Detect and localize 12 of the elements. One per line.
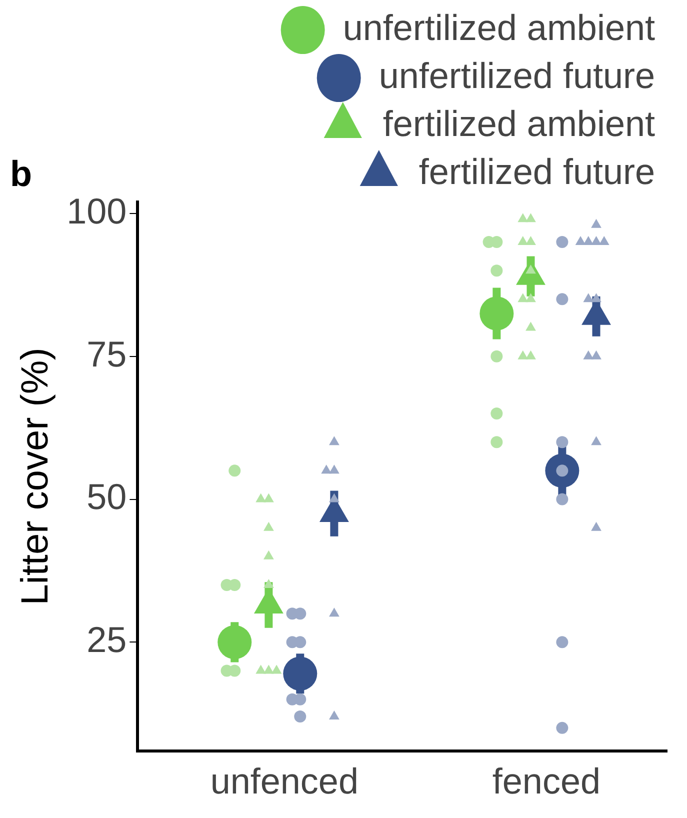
legend-label: unfertilized ambient xyxy=(342,6,655,48)
legend-label: fertilized ambient xyxy=(382,102,656,144)
legend-label: fertilized future xyxy=(418,150,655,192)
y-tick-label: 25 xyxy=(86,619,127,660)
y-tick-label: 50 xyxy=(86,476,127,518)
y-tick-label: 100 xyxy=(66,190,127,232)
x-tick-label: unfenced xyxy=(210,760,358,802)
x-tick-label: fenced xyxy=(492,760,601,802)
y-axis-title: Litter cover (%) xyxy=(14,348,56,606)
y-tick-label: 75 xyxy=(86,333,127,374)
text: b xyxy=(10,152,32,194)
legend-label: unfertilized future xyxy=(378,54,656,96)
